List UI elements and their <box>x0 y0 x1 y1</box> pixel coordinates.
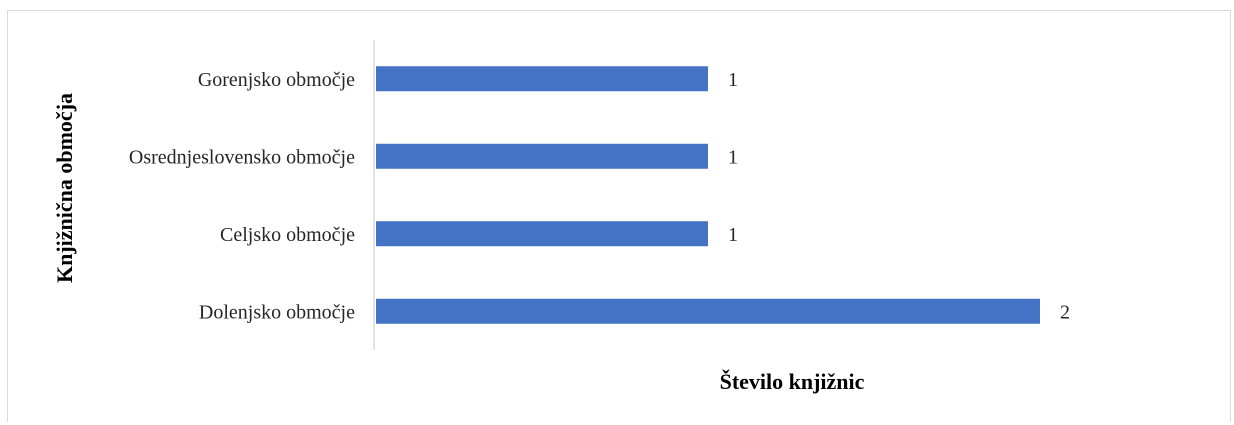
y-axis-title: Knjižnična območja <box>52 93 77 283</box>
data-label-1: 1 <box>728 146 738 168</box>
bar-3 <box>376 298 1040 324</box>
bar-1 <box>376 143 708 169</box>
data-label-3: 2 <box>1060 301 1070 323</box>
category-label-2: Celjsko območje <box>220 224 355 246</box>
bar-0 <box>376 66 708 92</box>
category-label-1: Osrednjeslovensko območje <box>129 146 355 168</box>
bar-2 <box>376 221 708 247</box>
bars-group: Gorenjsko območje 1 Osrednjeslovensko obmo… <box>129 66 1070 324</box>
chart-frame <box>7 10 1231 422</box>
data-label-2: 1 <box>728 224 738 246</box>
x-axis-title: Število knjižnic <box>720 369 865 394</box>
category-label-3: Dolenjsko območje <box>199 301 355 323</box>
category-label-0: Gorenjsko območje <box>198 69 355 91</box>
data-label-0: 1 <box>728 69 738 91</box>
